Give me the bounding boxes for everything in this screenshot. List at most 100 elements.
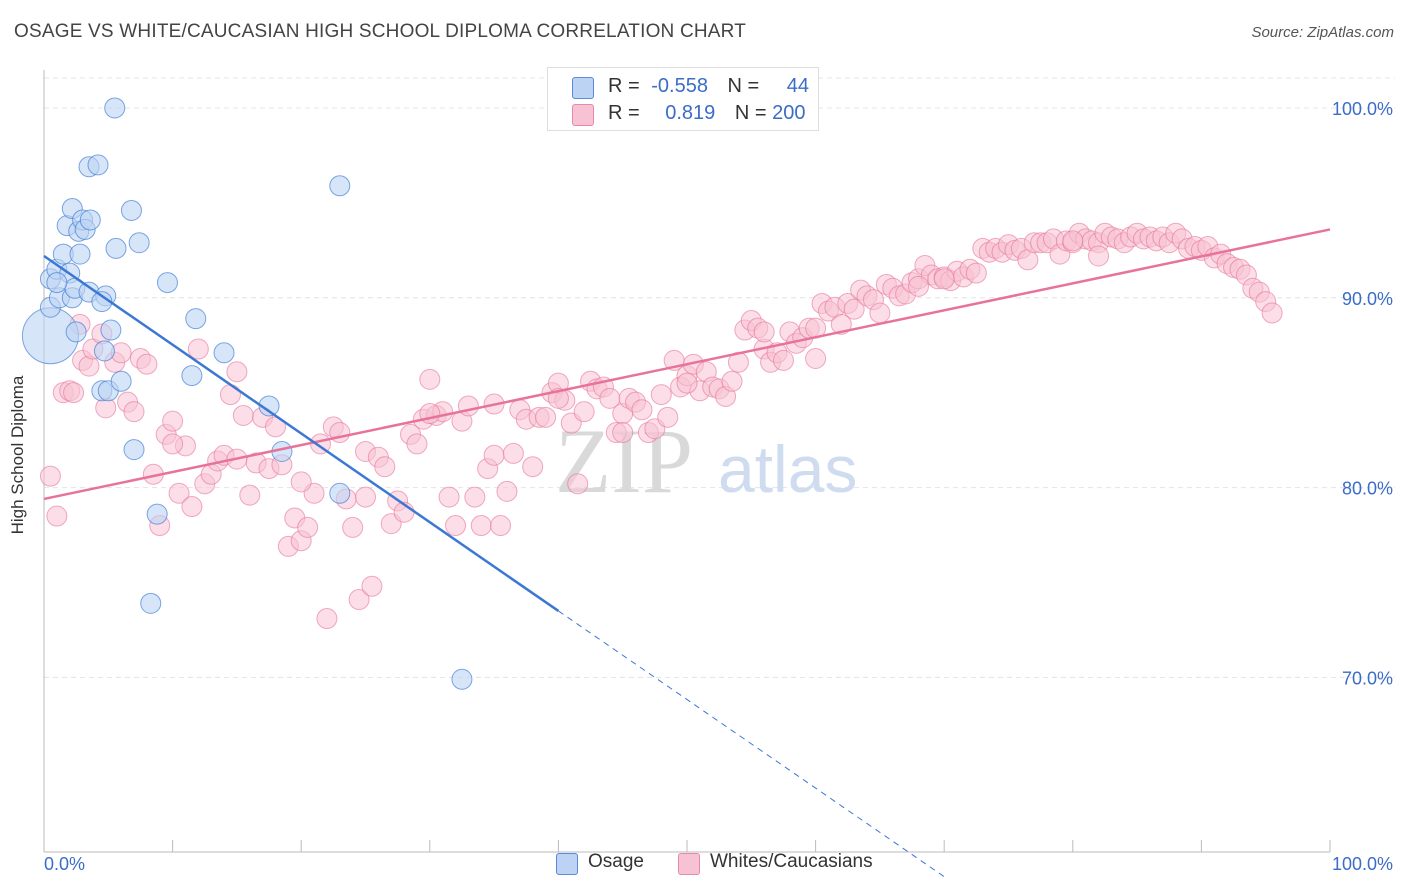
data-point-whites (657, 406, 679, 428)
chart-title: OSAGE VS WHITE/CAUCASIAN HIGH SCHOOL DIP… (14, 21, 747, 42)
data-point-osage (69, 243, 91, 265)
legend-swatch-osage (556, 853, 578, 875)
data-point-whites (361, 575, 383, 597)
data-point-whites (316, 608, 338, 630)
data-point-osage (87, 154, 109, 176)
data-point-whites (805, 348, 827, 370)
legend-swatch-osage (572, 77, 594, 99)
data-point-osage (156, 272, 178, 294)
legend-swatch-whites (678, 853, 700, 875)
trend-line-whites (43, 228, 1331, 501)
legend-label-osage: Osage (588, 851, 644, 872)
data-point-whites (676, 372, 698, 394)
data-point-whites (907, 275, 929, 297)
y-tick-label: 80.0% (1342, 479, 1393, 499)
data-point-whites (721, 370, 743, 392)
data-point-whites (464, 486, 486, 508)
data-point-osage (110, 370, 132, 392)
data-point-whites (168, 482, 190, 504)
data-point-whites (843, 298, 865, 320)
data-point-whites (445, 515, 467, 537)
data-point-osage (93, 340, 115, 362)
data-point-whites (631, 399, 653, 421)
n-value-whites: 200 (772, 102, 806, 124)
data-point-osage (146, 503, 168, 525)
trend-line-osage (43, 254, 560, 612)
data-point-osage (181, 365, 203, 387)
data-point-osage (329, 482, 351, 504)
legend-label-whites: Whites/Caucasians (710, 851, 873, 872)
data-point-osage (185, 308, 207, 330)
data-point-whites (78, 355, 100, 377)
series-whites-points (39, 222, 1283, 630)
data-point-whites (457, 395, 479, 417)
data-point-whites (162, 433, 184, 455)
data-point-whites (869, 302, 891, 324)
data-point-whites (573, 401, 595, 423)
data-point-whites (39, 465, 61, 487)
legend-swatch-whites (572, 104, 594, 126)
gridlines (44, 77, 1395, 678)
data-point-osage (104, 97, 126, 119)
n-label: N = (727, 75, 760, 97)
data-point-whites (63, 382, 85, 404)
data-point-whites (219, 384, 241, 406)
tick-labels: 100.0% 90.0% 80.0% 70.0% 0.0% 100.0% (44, 99, 1393, 874)
data-point-whites (290, 471, 312, 493)
data-point-whites (772, 349, 794, 371)
data-point-whites (567, 473, 589, 495)
data-point-whites (162, 410, 184, 432)
data-point-whites (374, 456, 396, 478)
data-point-whites (355, 486, 376, 508)
data-point-whites (438, 486, 460, 508)
data-point-whites (965, 262, 987, 284)
source-label: Source: ZipAtlas.com (1251, 24, 1394, 41)
axes (43, 70, 1331, 853)
data-point-osage (46, 272, 68, 294)
series-osage-points (21, 97, 473, 690)
data-point-whites (406, 433, 428, 455)
y-tick-label: 70.0% (1342, 668, 1393, 688)
data-point-whites (1261, 302, 1283, 324)
x-tick-label-min: 0.0% (44, 854, 85, 874)
data-point-whites (1062, 230, 1084, 252)
data-point-osage (451, 668, 473, 690)
data-point-osage (140, 592, 162, 614)
watermark: ZIP atlas (555, 410, 857, 512)
data-point-osage (213, 342, 235, 364)
data-point-whites (502, 442, 524, 464)
data-point-whites (239, 484, 261, 506)
data-point-whites (46, 505, 68, 527)
y-tick-label: 100.0% (1332, 99, 1393, 119)
n-value-osage: 44 (786, 75, 810, 97)
data-point-osage (79, 209, 101, 231)
data-point-osage (329, 175, 351, 197)
data-point-whites (612, 422, 634, 444)
r-value-osage: -0.558 (651, 75, 708, 97)
data-point-whites (226, 361, 248, 383)
data-point-whites (187, 338, 209, 360)
data-point-whites (342, 516, 364, 538)
data-point-whites (348, 589, 370, 611)
data-point-osage (65, 321, 87, 343)
y-axis-label: High School Diploma (8, 375, 27, 535)
x-tick-label-max: 100.0% (1332, 854, 1393, 874)
data-point-whites (933, 268, 955, 290)
data-point-osage (105, 237, 127, 259)
data-point-osage (123, 439, 145, 461)
data-point-whites (181, 496, 203, 518)
data-point-whites (753, 321, 775, 343)
r-value-whites: 0.819 (665, 102, 716, 124)
data-point-whites (136, 353, 158, 375)
data-point-whites (496, 480, 518, 502)
watermark-atlas: atlas (718, 432, 857, 506)
data-point-whites (490, 515, 512, 537)
data-point-whites (535, 406, 557, 428)
trend-lines (43, 228, 1331, 878)
data-point-whites (419, 368, 441, 390)
trend-line-osage-extension (558, 610, 945, 878)
data-point-osage (120, 199, 142, 221)
n-label: N = (734, 102, 767, 124)
data-point-whites (123, 401, 145, 423)
